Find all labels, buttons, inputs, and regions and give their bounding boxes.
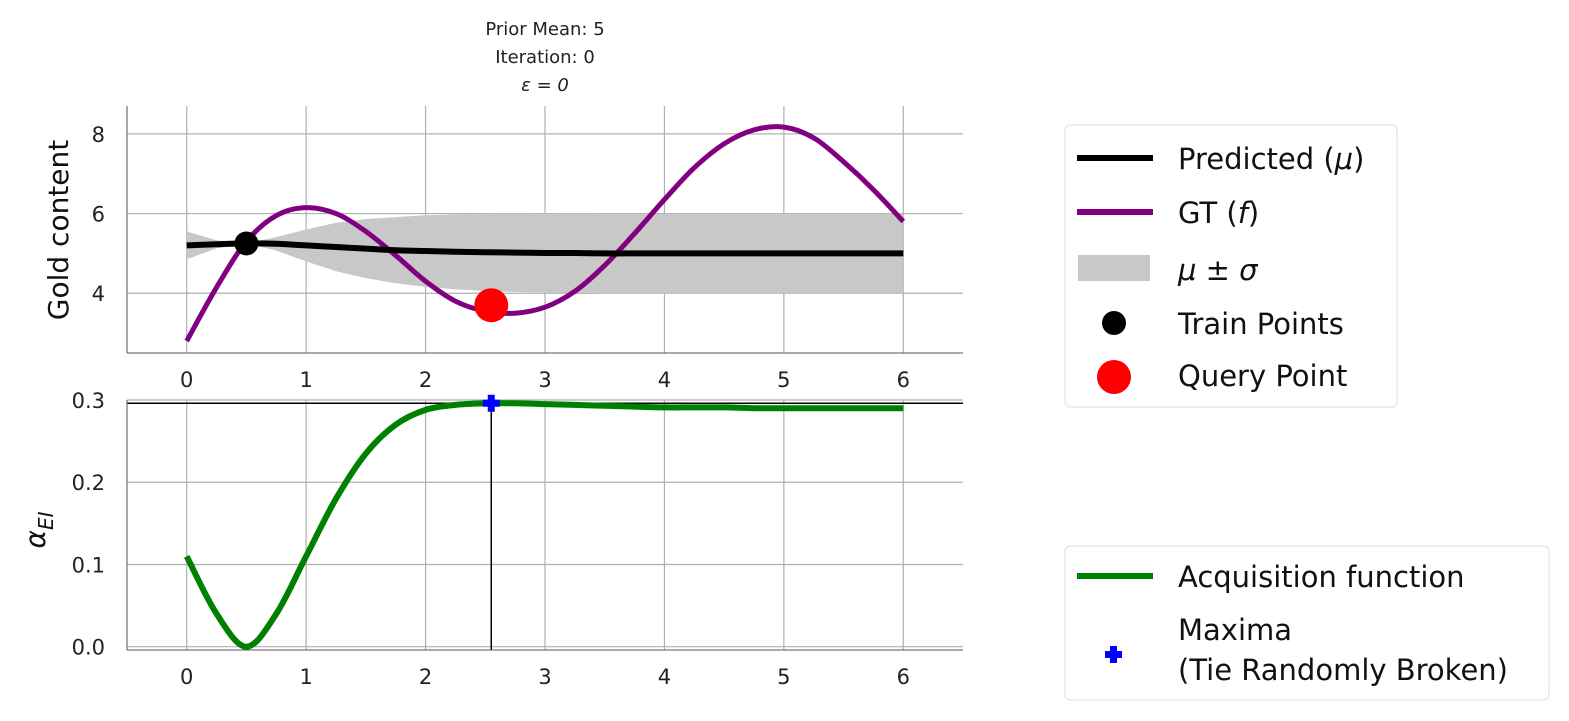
bottom-points (482, 394, 500, 412)
top-ytick-label: 8 (92, 123, 105, 147)
bottom-ytick-label: 0.3 (72, 389, 105, 413)
top-xtick-label: 2 (419, 368, 432, 392)
legend-bottom-frame (1064, 545, 1550, 701)
top-xtick-label: 5 (777, 368, 790, 392)
legend-band-label: μ ± σ (1177, 253, 1259, 287)
top-xtick-label: 0 (180, 368, 193, 392)
legend-query-label: Query Point (1178, 359, 1347, 393)
legend-maxima-label-line2: (Tie Randomly Broken) (1178, 653, 1508, 687)
top-ytick-label: 4 (92, 282, 105, 306)
acquisition-line (184, 400, 904, 650)
top-y-label: Gold content (42, 140, 75, 321)
maxima-point (482, 394, 500, 412)
top-xtick-label: 6 (897, 368, 910, 392)
bottom-grid (127, 399, 963, 650)
legend-gt-label: GT (f) (1178, 196, 1259, 230)
bottom-xtick-label: 2 (419, 665, 432, 689)
bottom-y-label: αEI (19, 511, 58, 548)
gt-line (184, 124, 906, 343)
bottom-xtick-label: 0 (180, 665, 193, 689)
top-plot: 0 1 2 3 4 5 6 4 6 8 Gold content (42, 106, 963, 392)
bottom-ytick-label: 0.0 (72, 636, 105, 660)
title-line-2: Iteration: 0 (495, 47, 595, 68)
title-line-3: ε = 0 (521, 75, 569, 96)
legend-top: Predicted (μ) GT (f) μ ± σ Train Points … (1064, 124, 1398, 408)
top-xtick-label: 3 (538, 368, 551, 392)
legend-acq-label: Acquisition function (1178, 560, 1465, 594)
top-ticks: 0 1 2 3 4 5 6 4 6 8 (92, 123, 910, 392)
query-point (474, 288, 509, 323)
legend-top-frame (1064, 124, 1398, 408)
top-xtick-label: 1 (299, 368, 312, 392)
legend-train-marker (1102, 311, 1126, 335)
predicted-line (186, 240, 904, 257)
legend-band-swatch (1078, 255, 1150, 281)
legend-maxima-label-line1: Maxima (1178, 613, 1292, 647)
title-line-1: Prior Mean: 5 (485, 19, 604, 40)
bottom-ticks: 0 1 2 3 4 5 6 0.0 0.1 0.2 0.3 (72, 389, 910, 689)
top-xtick-label: 4 (658, 368, 671, 392)
top-ytick-label: 6 (92, 203, 105, 227)
bottom-plot: 0 1 2 3 4 5 6 0.0 0.1 0.2 0.3 αEI (19, 389, 963, 689)
bottom-xtick-label: 3 (538, 665, 551, 689)
bottom-xtick-label: 6 (897, 665, 910, 689)
bottom-xtick-label: 4 (658, 665, 671, 689)
legend-bottom: Acquisition function Maxima (Tie Randoml… (1064, 545, 1550, 701)
bottom-xtick-label: 5 (777, 665, 790, 689)
legend-train-label: Train Points (1177, 307, 1344, 341)
bottom-ytick-label: 0.1 (72, 553, 105, 577)
bottom-ytick-label: 0.2 (72, 471, 105, 495)
legend-maxima-marker (1105, 646, 1122, 663)
top-points (234, 231, 509, 323)
train-point (234, 231, 259, 256)
legend-predicted-label: Predicted (μ) (1178, 142, 1364, 176)
legend-query-marker (1097, 360, 1131, 394)
bottom-xtick-label: 1 (299, 665, 312, 689)
